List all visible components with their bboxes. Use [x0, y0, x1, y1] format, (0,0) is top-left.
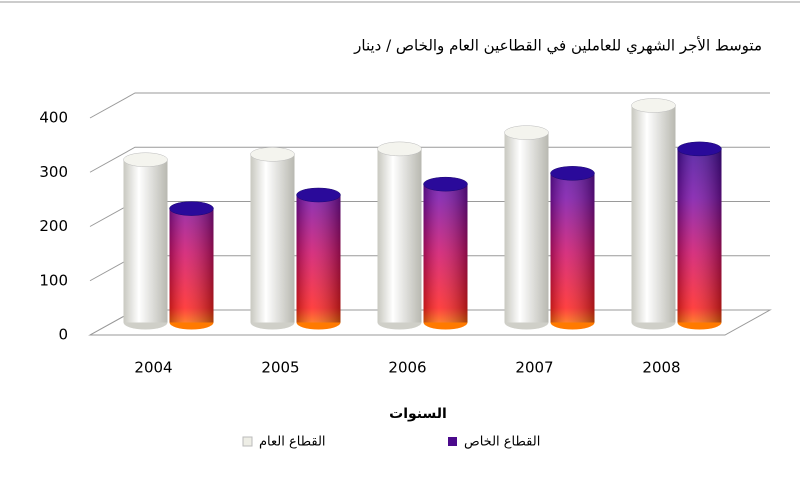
y-tick-label: 0 [58, 326, 68, 344]
cylinder-top [296, 187, 341, 203]
cylinder-top [423, 176, 468, 192]
bar [631, 105, 676, 323]
cylinder-top [250, 147, 295, 162]
y-tick-label: 400 [39, 109, 68, 127]
cylinder-top [169, 201, 214, 216]
cylinder-top [123, 152, 168, 167]
grid-line [89, 92, 770, 119]
y-tick-label: 300 [39, 163, 68, 181]
x-tick-label: 2007 [515, 359, 553, 377]
y-tick-label: 100 [39, 271, 68, 289]
legend-label: القطاع الخاص [464, 435, 540, 450]
x-tick-label: 2005 [261, 359, 299, 377]
bar-shade [677, 148, 722, 323]
cylinder-top [677, 141, 722, 157]
legend-swatch [448, 437, 457, 446]
bar-shade [296, 195, 341, 323]
x-tick-label: 2006 [388, 359, 426, 377]
bar [504, 132, 549, 323]
cylinder-top [504, 125, 549, 140]
bar-shade [550, 173, 595, 323]
bar [377, 148, 422, 323]
grid-line [89, 146, 770, 173]
legend-label: القطاع العام [259, 435, 326, 450]
legend-swatch [242, 436, 253, 447]
y-tick-label: 200 [39, 217, 68, 235]
chart-title: متوسط الأجر الشهري للعاملين في القطاعين … [353, 36, 762, 56]
x-tick-label: 2004 [134, 359, 172, 377]
cylinder-top [631, 98, 676, 113]
cylinder-top [377, 141, 422, 157]
bar [250, 154, 295, 323]
x-axis-label: السنوات [389, 406, 447, 422]
bar [123, 159, 168, 323]
x-tick-label: 2008 [642, 359, 680, 377]
cylinder-top [550, 166, 595, 181]
bar-shade [169, 208, 214, 323]
bar-shade [423, 184, 468, 323]
